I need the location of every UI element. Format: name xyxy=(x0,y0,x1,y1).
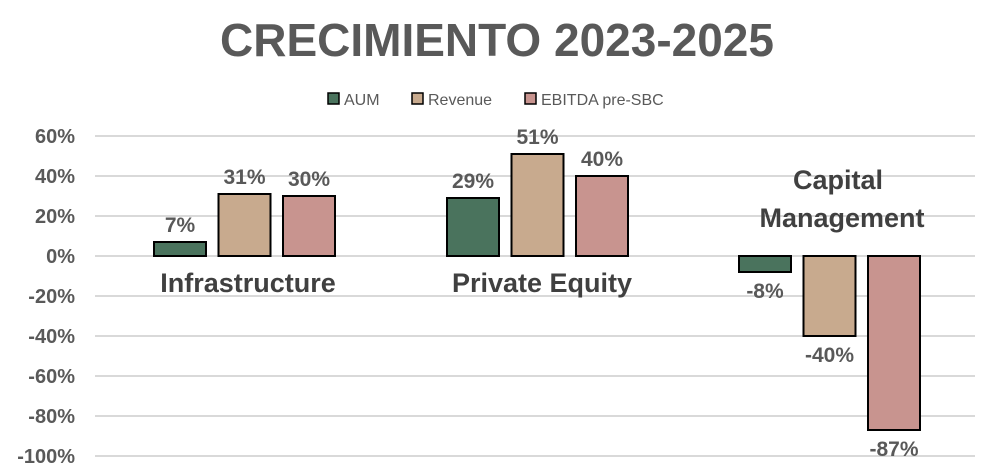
bar xyxy=(738,255,792,273)
y-tick-label: -40% xyxy=(28,326,75,348)
data-label: 31% xyxy=(223,166,265,189)
legend-label: EBITDA pre-SBC xyxy=(541,92,664,109)
bars: 7% 31% 30% 29% 51% 40% -8% -40% -87% xyxy=(153,126,921,461)
category-label: Private Equity xyxy=(452,268,632,298)
y-tick-label: -80% xyxy=(28,406,75,428)
data-label: 7% xyxy=(165,214,196,237)
legend-swatch xyxy=(524,92,537,105)
chart-title: CRECIMIENTO 2023-2025 xyxy=(220,14,774,66)
legend-swatch xyxy=(327,92,340,105)
legend: AUM Revenue EBITDA pre-SBC xyxy=(327,92,664,109)
data-label: 30% xyxy=(288,168,330,191)
bar xyxy=(153,241,207,257)
data-label: 40% xyxy=(581,148,623,171)
category-label: Capital Management xyxy=(759,165,924,233)
y-tick-label: -60% xyxy=(28,366,75,388)
bar xyxy=(867,255,921,431)
data-label: -8% xyxy=(746,280,784,303)
category-label-line: Management xyxy=(759,203,924,233)
legend-label: Revenue xyxy=(428,92,492,109)
legend-swatch xyxy=(411,92,424,105)
y-tick-label: -100% xyxy=(17,446,75,468)
bar xyxy=(510,153,565,257)
data-label: 29% xyxy=(452,170,494,193)
bar xyxy=(217,193,272,257)
y-tick-label: 40% xyxy=(35,166,75,188)
bar xyxy=(446,197,500,257)
bar xyxy=(575,175,629,257)
bar xyxy=(802,255,857,337)
category-label-line: Capital xyxy=(793,165,883,195)
data-label: -40% xyxy=(805,344,854,367)
y-axis: 60% 40% 20% 0% -20% -40% -60% -80% -100% xyxy=(17,126,75,468)
data-label: -87% xyxy=(869,438,918,461)
category-label: Infrastructure xyxy=(160,268,336,298)
category-labels: Infrastructure Private Equity Capital Manag… xyxy=(160,165,924,298)
legend-label: AUM xyxy=(344,92,380,109)
bar xyxy=(282,195,336,257)
data-label: 51% xyxy=(516,126,558,149)
y-tick-label: -20% xyxy=(28,286,75,308)
y-tick-label: 0% xyxy=(46,246,75,268)
y-tick-label: 20% xyxy=(35,206,75,228)
y-tick-label: 60% xyxy=(35,126,75,148)
